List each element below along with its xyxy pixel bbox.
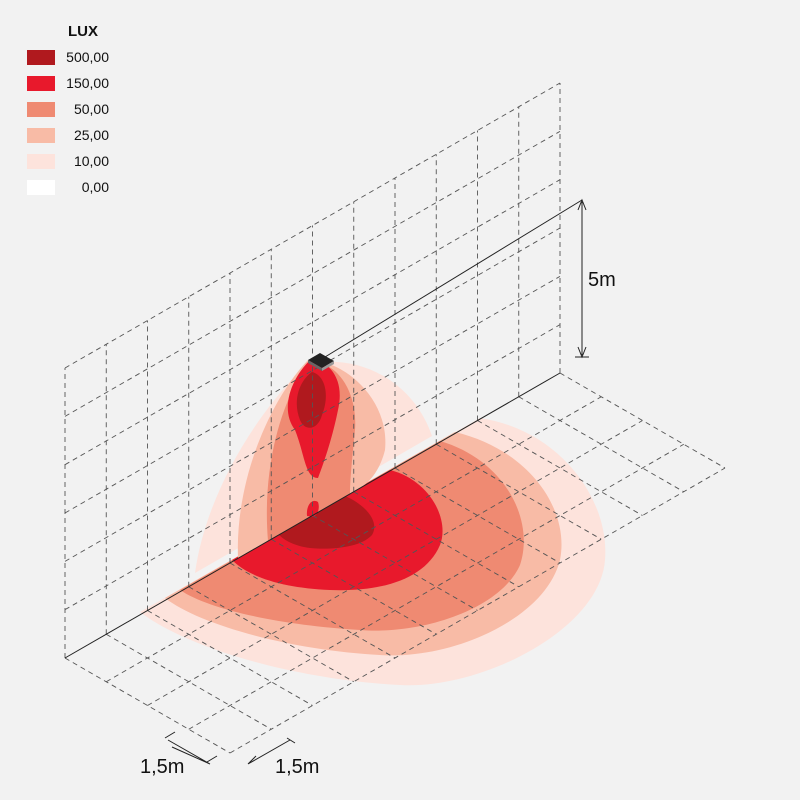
legend-swatch xyxy=(27,128,55,143)
grid xyxy=(64,82,726,754)
legend-label: 10,00 xyxy=(74,153,109,169)
floor-contour xyxy=(278,496,375,549)
floor-grid-line xyxy=(106,633,272,730)
height-reference-line xyxy=(324,199,583,358)
floor-grid-line xyxy=(477,420,643,516)
legend-title: LUX xyxy=(68,23,98,40)
bottom-dimensions xyxy=(164,731,296,765)
legend-label: 500,00 xyxy=(66,49,109,65)
legend-label: 150,00 xyxy=(66,75,109,91)
height-label: 5m xyxy=(588,269,616,291)
legend-swatch xyxy=(27,154,55,169)
grid-x-label: 1,5m xyxy=(140,756,184,778)
legend-swatch xyxy=(27,76,55,91)
floor-grid-line xyxy=(353,491,519,588)
grid-y-label: 1,5m xyxy=(275,756,319,778)
legend-label: 0,00 xyxy=(82,179,109,195)
floor-grid-line xyxy=(271,538,437,635)
floor-grid-line xyxy=(559,372,726,469)
isolux-contours xyxy=(140,360,606,686)
floor-grid-line xyxy=(147,610,313,706)
floor-grid-line xyxy=(229,562,396,659)
floor-grid-line xyxy=(518,396,684,493)
legend: 500,00 150,00 50,00 25,00 10,00 0,00 xyxy=(27,49,109,195)
wall-contour xyxy=(296,372,326,428)
wall-base-line xyxy=(64,372,561,659)
luminaire xyxy=(308,353,334,371)
legend-label: 50,00 xyxy=(74,101,109,117)
legend-swatch xyxy=(27,180,55,195)
floor-grid-line xyxy=(394,467,561,564)
floor-grid-line xyxy=(64,657,231,754)
legend-label: 25,00 xyxy=(74,127,109,143)
legend-swatch xyxy=(27,102,55,117)
floor-grid-line xyxy=(312,515,478,611)
legend-swatch xyxy=(27,50,55,65)
wall-contour xyxy=(306,500,319,517)
floor-grid-line xyxy=(188,586,354,683)
floor-grid-line xyxy=(436,443,602,540)
